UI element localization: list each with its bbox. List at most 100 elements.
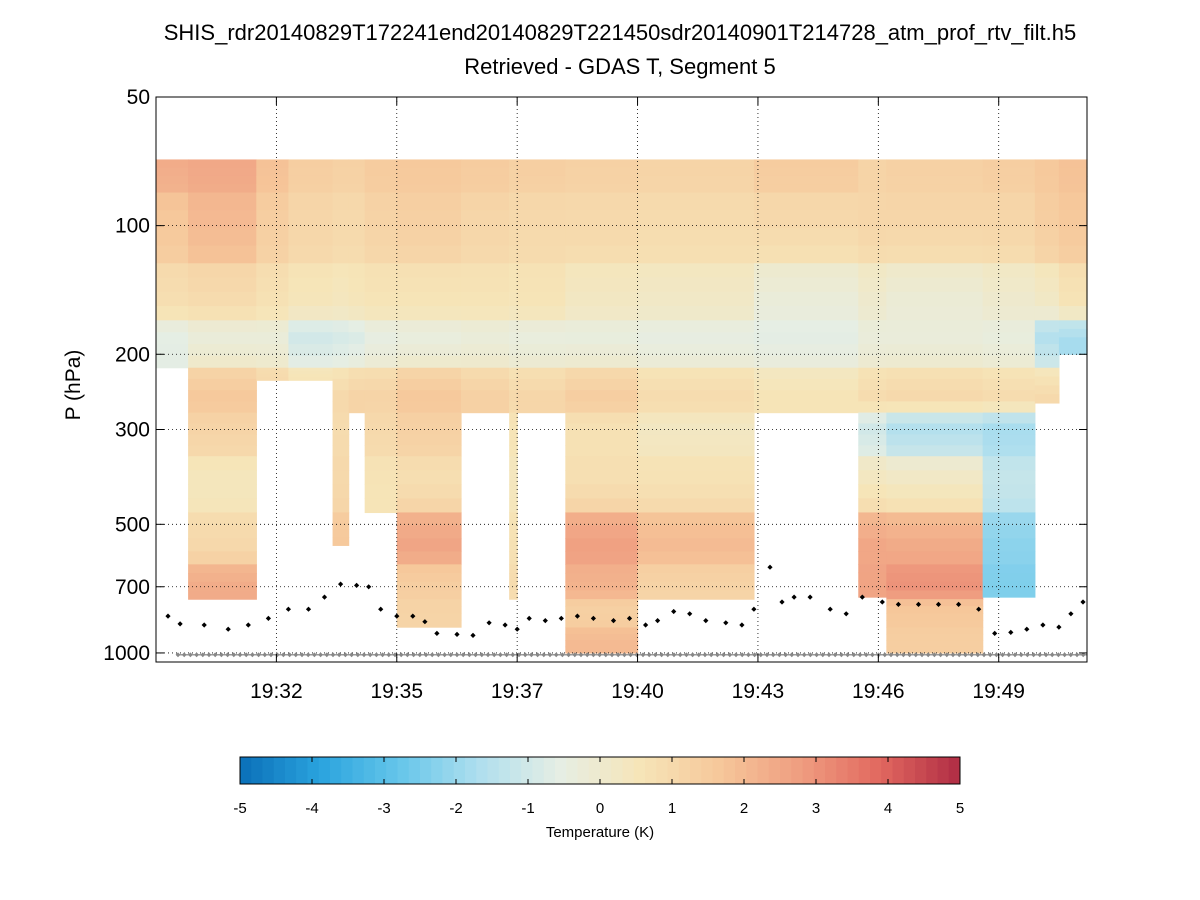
heatmap-cell: [753, 401, 859, 414]
heatmap-cell: [637, 367, 755, 380]
y-tick-label: 700: [115, 576, 150, 599]
heatmap-cell: [460, 192, 510, 211]
heatmap-cell: [982, 210, 1036, 229]
cloud-top-point: [486, 620, 492, 626]
heatmap-cell: [332, 210, 350, 229]
heatmap-cell: [637, 306, 755, 321]
surface-pressure-point: [405, 652, 410, 658]
heatmap-cell: [858, 167, 887, 177]
surface-pressure-point: [640, 652, 646, 658]
heatmap-cell: [396, 263, 462, 279]
heatmap-cell: [565, 210, 639, 229]
heatmap-cell: [364, 277, 398, 293]
heatmap-cell: [348, 167, 366, 177]
heatmap-cell: [256, 332, 290, 345]
cloud-top-points: [165, 564, 1087, 658]
heatmap-cell: [332, 192, 350, 211]
surface-pressure-point: [1037, 652, 1043, 658]
heatmap-cell: [1058, 210, 1088, 229]
heatmap-cell: [288, 306, 334, 321]
heatmap-cell: [332, 277, 350, 293]
heatmap-cell: [188, 551, 257, 565]
heatmap-cell: [886, 456, 984, 471]
surface-pressure-point: [541, 652, 547, 658]
heatmap-cell: [637, 227, 755, 247]
heatmap-cell: [982, 423, 1036, 435]
surface-pressure-point: [194, 652, 199, 658]
surface-pressure-point: [584, 652, 590, 658]
heatmap-cell: [982, 367, 1036, 380]
heatmap-cell: [348, 320, 366, 333]
heatmap-cell: [982, 538, 1036, 552]
heatmap-cell: [509, 332, 518, 345]
cloud-top-point: [558, 615, 564, 621]
heatmap-cell: [565, 606, 639, 614]
surface-pressure-point: [305, 652, 311, 658]
surface-pressure-point: [181, 652, 187, 658]
surface-pressure-point: [175, 652, 181, 658]
heatmap-cell: [509, 401, 518, 414]
heatmap-cell: [332, 184, 350, 194]
heatmap-cell: [332, 320, 350, 333]
heatmap-cell: [886, 306, 984, 321]
heatmap-cell: [886, 320, 984, 333]
heatmap-cell: [565, 434, 639, 446]
surface-pressure-point: [299, 652, 305, 658]
heatmap-cell: [637, 355, 755, 369]
heatmap-cell: [332, 344, 350, 357]
heatmap-cell: [886, 573, 984, 583]
heatmap-cell: [1058, 159, 1088, 169]
heatmap-cell: [982, 445, 1036, 457]
surface-pressure-point: [281, 652, 286, 658]
heatmap-cell: [886, 332, 984, 345]
heatmap-cell: [332, 512, 350, 522]
surface-pressure-point: [243, 652, 249, 658]
colorbar-segment: [521, 757, 533, 784]
heatmap-cell: [886, 551, 984, 565]
heatmap-cell: [509, 456, 518, 471]
surface-pressure-point: [851, 652, 857, 658]
colorbar-segment: [588, 757, 601, 784]
heatmap-cell: [565, 525, 639, 540]
heatmap-cell: [288, 291, 334, 307]
heatmap-cell: [460, 184, 510, 194]
heatmap-cell: [1034, 320, 1060, 333]
heatmap-cell: [509, 344, 518, 357]
heatmap-cell: [188, 263, 257, 279]
heatmap-cell: [348, 263, 366, 279]
surface-pressure-point: [857, 652, 863, 658]
heatmap-cell: [1058, 345, 1088, 355]
heatmap-cell: [858, 580, 887, 590]
surface-pressure-point: [473, 652, 478, 658]
heatmap-cell: [982, 401, 1036, 414]
surface-pressure-point: [770, 652, 776, 658]
heatmap-cell: [396, 367, 462, 380]
colorbar-segment: [498, 757, 511, 784]
surface-pressure-point: [510, 652, 516, 658]
heatmap-cell: [886, 167, 984, 177]
heatmap-cell: [1034, 159, 1060, 169]
heatmap-cell: [858, 470, 887, 485]
heatmap-cell: [156, 291, 189, 307]
heatmap-cell: [396, 590, 462, 600]
heatmap-cell: [565, 456, 639, 471]
heatmap-cell: [565, 184, 639, 194]
y-tick-label: 100: [115, 215, 150, 238]
colorbar-tick-label: -5: [233, 800, 246, 817]
heatmap-cell: [565, 470, 639, 485]
heatmap-cell: [858, 210, 887, 229]
heatmap-cell: [858, 245, 887, 264]
heatmap-cell: [517, 167, 566, 177]
surface-pressure-point: [392, 652, 398, 658]
cloud-top-point: [338, 581, 344, 587]
heatmap-cell: [460, 263, 510, 279]
colorbar-segment: [240, 757, 252, 784]
heatmap-cell: [982, 564, 1036, 574]
cloud-top-point: [470, 632, 476, 638]
heatmap-cell: [188, 456, 257, 471]
heatmap-cell: [332, 332, 350, 345]
heatmap-cell: [256, 175, 290, 185]
heatmap-cell: [982, 378, 1036, 391]
heatmap-cell: [332, 412, 350, 425]
colorbar-tick-label: 5: [956, 800, 964, 817]
